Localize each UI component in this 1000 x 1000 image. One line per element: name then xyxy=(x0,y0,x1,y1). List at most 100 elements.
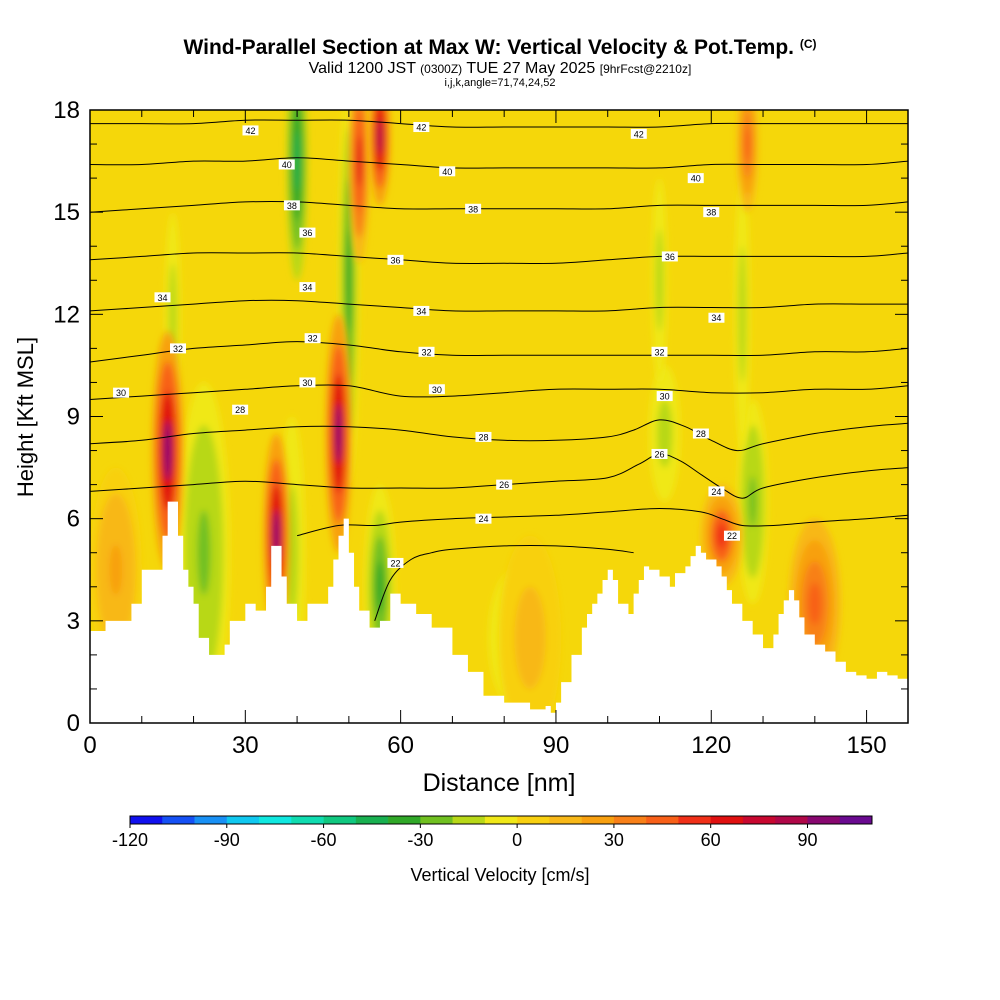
x-tick-label: 120 xyxy=(691,732,731,759)
contour-label: 26 xyxy=(651,448,668,459)
y-tick-label: 15 xyxy=(53,199,80,226)
contour-label-text: 40 xyxy=(282,160,292,170)
contour-label-text: 32 xyxy=(654,347,664,357)
contour-label: 32 xyxy=(304,333,321,344)
contour-label-text: 28 xyxy=(235,405,245,415)
contour-label-text: 34 xyxy=(157,293,167,303)
downdraft-cell xyxy=(734,178,751,451)
colorbar-tick-label: -90 xyxy=(214,830,240,850)
updraft-level xyxy=(744,127,751,162)
chart-title: Wind-Parallel Section at Max W: Vertical… xyxy=(0,36,1000,60)
colorbar-swatch xyxy=(291,816,324,824)
contour-label-text: 36 xyxy=(390,255,400,265)
colorbar-swatch xyxy=(613,816,647,824)
contour-label-text: 22 xyxy=(390,558,400,568)
colorbar-tick-label: -60 xyxy=(311,830,337,850)
contour-label: 38 xyxy=(465,203,482,214)
contour-label: 34 xyxy=(299,282,316,293)
y-tick-label: 3 xyxy=(67,608,80,635)
contour-label-bg xyxy=(708,486,725,497)
isentrope-28 xyxy=(90,419,908,452)
contour-label: 40 xyxy=(439,166,456,177)
y-tick-label: 6 xyxy=(67,506,80,533)
contour-label-text: 36 xyxy=(302,228,312,238)
colorbar-tick-label: 0 xyxy=(512,830,522,850)
contour-label-text: 34 xyxy=(302,283,312,293)
colorbar-swatch xyxy=(581,816,615,824)
y-tick-label: 0 xyxy=(67,710,80,737)
contour-label: 42 xyxy=(413,122,430,133)
colorbar-swatch xyxy=(323,816,357,824)
colorbar-swatch xyxy=(194,816,228,824)
contour-labels: 42 42 42 40 40 40 38 38 38 36 36 36 34 34 34 34 32 32 32 32… xyxy=(113,122,740,568)
contour-label-bg xyxy=(170,343,187,354)
contour-label: 38 xyxy=(283,200,300,211)
valid-utc: (0300Z) xyxy=(420,62,463,76)
section-params: i,j,k,angle=71,74,24,52 xyxy=(444,77,556,89)
contour-label-bg xyxy=(299,377,316,388)
contour-label-text: 30 xyxy=(432,385,442,395)
contour-label-text: 24 xyxy=(478,514,488,524)
colorbar-label: Vertical Velocity [cm/s] xyxy=(410,865,589,885)
downdraft-cell xyxy=(649,365,681,502)
colorbar-swatch xyxy=(452,816,486,824)
contour-label-text: 42 xyxy=(634,129,644,139)
colorbar-swatch xyxy=(678,816,711,824)
colorbar-tick-label: -120 xyxy=(112,830,148,850)
contour-label-text: 30 xyxy=(302,378,312,388)
downdraft-level xyxy=(346,229,352,332)
downdraft-level xyxy=(740,280,745,349)
x-tick-label: 90 xyxy=(543,732,570,759)
colorbar-swatch xyxy=(130,816,163,824)
updraft-cell xyxy=(152,331,184,570)
isentrope-22 xyxy=(374,544,634,621)
downdraft-cell xyxy=(286,110,308,281)
contour-label-bg xyxy=(278,159,295,170)
colorbar-swatch xyxy=(517,816,550,824)
contour-label-text: 30 xyxy=(116,388,126,398)
colorbar-frame xyxy=(129,815,873,825)
colorbar: -120 -90 -60 -30 0 30 60 90 xyxy=(112,815,873,850)
isentrope-42 xyxy=(90,119,908,128)
contour-label: 40 xyxy=(687,173,704,184)
colorbar-swatch xyxy=(226,816,260,824)
colorbar-swatch xyxy=(420,816,453,824)
updraft-level xyxy=(716,522,727,549)
isentrope-contours xyxy=(90,119,908,621)
contour-label-bg xyxy=(413,122,430,133)
contour-label: 30 xyxy=(428,384,445,395)
contour-label-text: 36 xyxy=(665,252,675,262)
contour-label-text: 40 xyxy=(691,174,701,184)
contour-label-text: 42 xyxy=(245,126,255,136)
colorbar-swatch xyxy=(388,816,421,824)
contour-label-bg xyxy=(661,251,678,262)
contour-label: 36 xyxy=(299,227,316,238)
x-tick-label: 150 xyxy=(847,732,887,759)
colorbar-tick-label: -30 xyxy=(407,830,433,850)
x-axis-label: Distance [nm] xyxy=(423,769,576,797)
contour-label-bg xyxy=(283,200,300,211)
downdraft-level xyxy=(660,416,669,451)
y-axis-label: Height [Kft MSL] xyxy=(13,337,38,497)
contour-label-bg xyxy=(687,173,704,184)
contour-label-bg xyxy=(630,128,647,139)
contour-label: 30 xyxy=(113,387,130,398)
contour-label-bg xyxy=(113,387,130,398)
updraft-cell xyxy=(325,314,352,553)
downdraft-level xyxy=(294,131,300,191)
contour-label-bg xyxy=(692,428,709,439)
isentrope-40 xyxy=(90,157,908,169)
contour-label-text: 38 xyxy=(287,201,297,211)
x-tick-label: 0 xyxy=(83,732,96,759)
contour-label-bg xyxy=(154,292,171,303)
contour-label-text: 22 xyxy=(727,531,737,541)
contour-label: 36 xyxy=(661,251,678,262)
contour-label-bg xyxy=(656,391,673,402)
updraft-level xyxy=(522,612,538,664)
colorbar-swatch xyxy=(484,816,518,824)
contour-label: 32 xyxy=(170,343,187,354)
contour-label-bg xyxy=(475,431,492,442)
colorbar-swatch xyxy=(807,816,841,824)
contour-label-text: 40 xyxy=(442,167,452,177)
